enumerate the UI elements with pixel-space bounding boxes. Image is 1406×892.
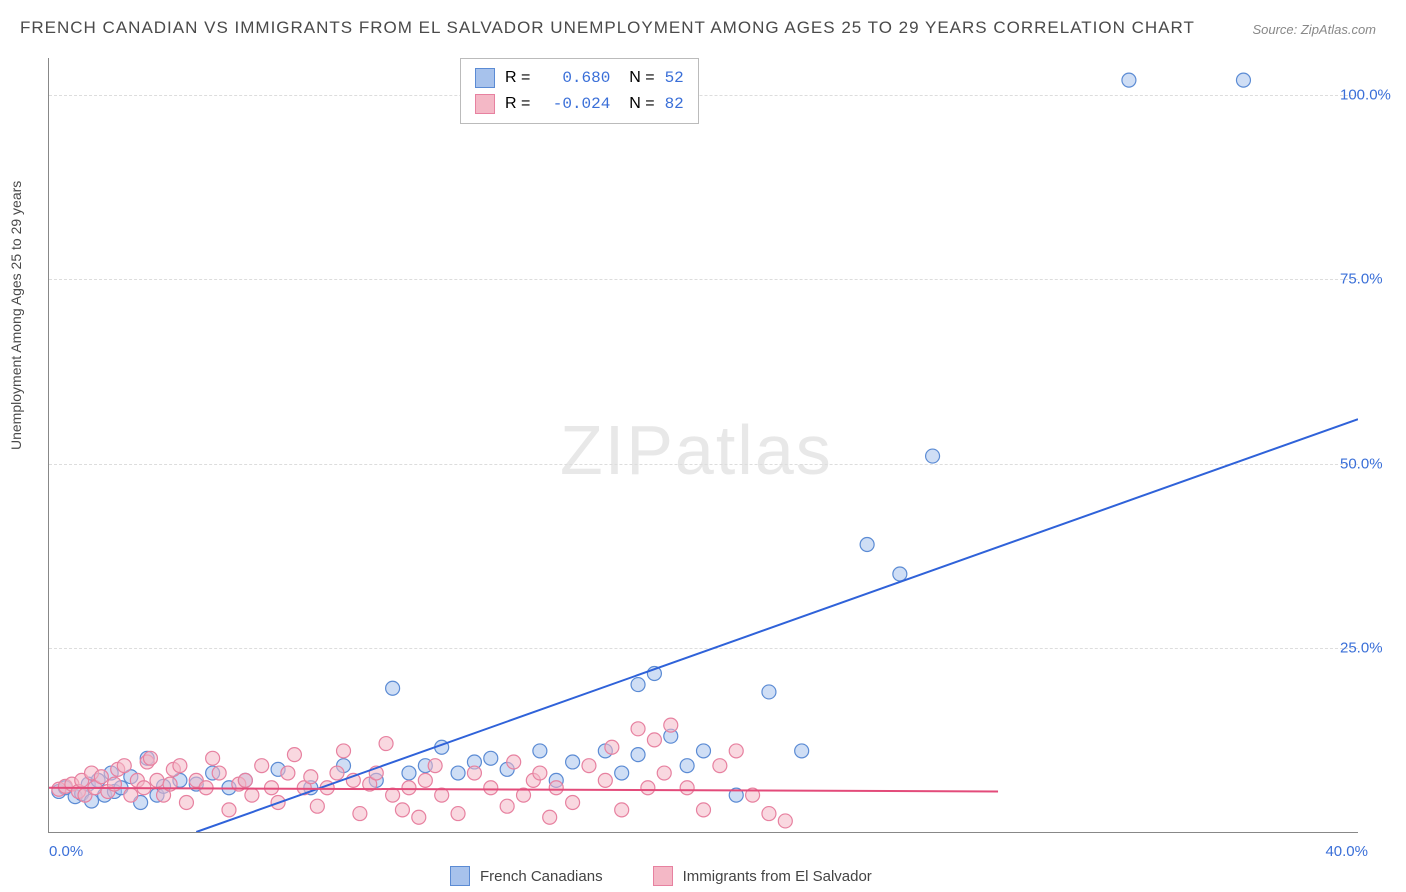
data-point (762, 807, 776, 821)
data-point (412, 810, 426, 824)
data-point (150, 773, 164, 787)
data-point (386, 681, 400, 695)
data-point (631, 722, 645, 736)
data-point (1236, 73, 1250, 87)
data-point (631, 748, 645, 762)
data-point (402, 766, 416, 780)
r-label: R = (505, 69, 530, 87)
data-point (680, 759, 694, 773)
data-point (395, 803, 409, 817)
data-point (860, 538, 874, 552)
source-label: Source: ZipAtlas.com (1252, 22, 1376, 37)
x-tick-label: 0.0% (49, 843, 83, 860)
data-point (484, 781, 498, 795)
data-point (778, 814, 792, 828)
legend-label-2: Immigrants from El Salvador (683, 868, 872, 885)
data-point (255, 759, 269, 773)
data-point (179, 796, 193, 810)
data-point (657, 766, 671, 780)
legend-row-1: R = 0.680 N = 52 (475, 65, 684, 91)
data-point (549, 781, 563, 795)
data-point (451, 807, 465, 821)
data-point (337, 744, 351, 758)
data-point (598, 773, 612, 787)
data-point (418, 773, 432, 787)
data-point (615, 766, 629, 780)
data-point (206, 751, 220, 765)
plot-area: 25.0%50.0%75.0%100.0%0.0%40.0% (48, 58, 1358, 833)
data-point (402, 781, 416, 795)
data-point (353, 807, 367, 821)
data-point (330, 766, 344, 780)
data-point (467, 766, 481, 780)
data-point (310, 799, 324, 813)
n-value-1: 52 (665, 69, 684, 87)
data-point (647, 733, 661, 747)
data-point (124, 788, 138, 802)
series-legend: French Canadians Immigrants from El Salv… (450, 866, 872, 886)
data-point (713, 759, 727, 773)
n-label: N = (620, 95, 654, 113)
data-point (500, 799, 514, 813)
swatch-pink (475, 94, 495, 114)
correlation-legend: R = 0.680 N = 52 R = -0.024 N = 82 (460, 58, 699, 124)
data-point (238, 773, 252, 787)
data-point (926, 449, 940, 463)
data-point (222, 803, 236, 817)
data-point (428, 759, 442, 773)
legend-row-2: R = -0.024 N = 82 (475, 91, 684, 117)
data-point (795, 744, 809, 758)
data-point (212, 766, 226, 780)
chart-title: FRENCH CANADIAN VS IMMIGRANTS FROM EL SA… (20, 18, 1195, 38)
n-value-2: 82 (665, 95, 684, 113)
r-value-1: 0.680 (540, 69, 610, 87)
swatch-blue (475, 68, 495, 88)
y-axis-label: Unemployment Among Ages 25 to 29 years (8, 181, 24, 450)
data-point (245, 788, 259, 802)
data-point (615, 803, 629, 817)
r-value-2: -0.024 (540, 95, 610, 113)
data-point (664, 718, 678, 732)
data-point (94, 770, 108, 784)
data-point (641, 781, 655, 795)
data-point (304, 770, 318, 784)
data-point (379, 737, 393, 751)
data-point (386, 788, 400, 802)
r-label: R = (505, 95, 530, 113)
swatch-pink (653, 866, 673, 886)
data-point (729, 744, 743, 758)
regression-line (196, 419, 1358, 832)
legend-label-1: French Canadians (480, 868, 603, 885)
data-point (173, 759, 187, 773)
data-point (451, 766, 465, 780)
swatch-blue (450, 866, 470, 886)
legend-item-2: Immigrants from El Salvador (653, 866, 872, 886)
data-point (484, 751, 498, 765)
data-point (287, 748, 301, 762)
data-point (281, 766, 295, 780)
data-point (566, 796, 580, 810)
data-point (543, 810, 557, 824)
data-point (697, 803, 711, 817)
data-point (893, 567, 907, 581)
data-point (117, 759, 131, 773)
data-point (582, 759, 596, 773)
data-point (697, 744, 711, 758)
data-point (605, 740, 619, 754)
data-point (533, 744, 547, 758)
data-point (631, 678, 645, 692)
data-point (507, 755, 521, 769)
data-point (1122, 73, 1136, 87)
data-point (533, 766, 547, 780)
chart-svg (49, 58, 1358, 832)
data-point (680, 781, 694, 795)
data-point (762, 685, 776, 699)
x-tick-label: 40.0% (1325, 843, 1368, 860)
n-label: N = (620, 69, 654, 87)
legend-item-1: French Canadians (450, 866, 603, 886)
data-point (566, 755, 580, 769)
data-point (143, 751, 157, 765)
